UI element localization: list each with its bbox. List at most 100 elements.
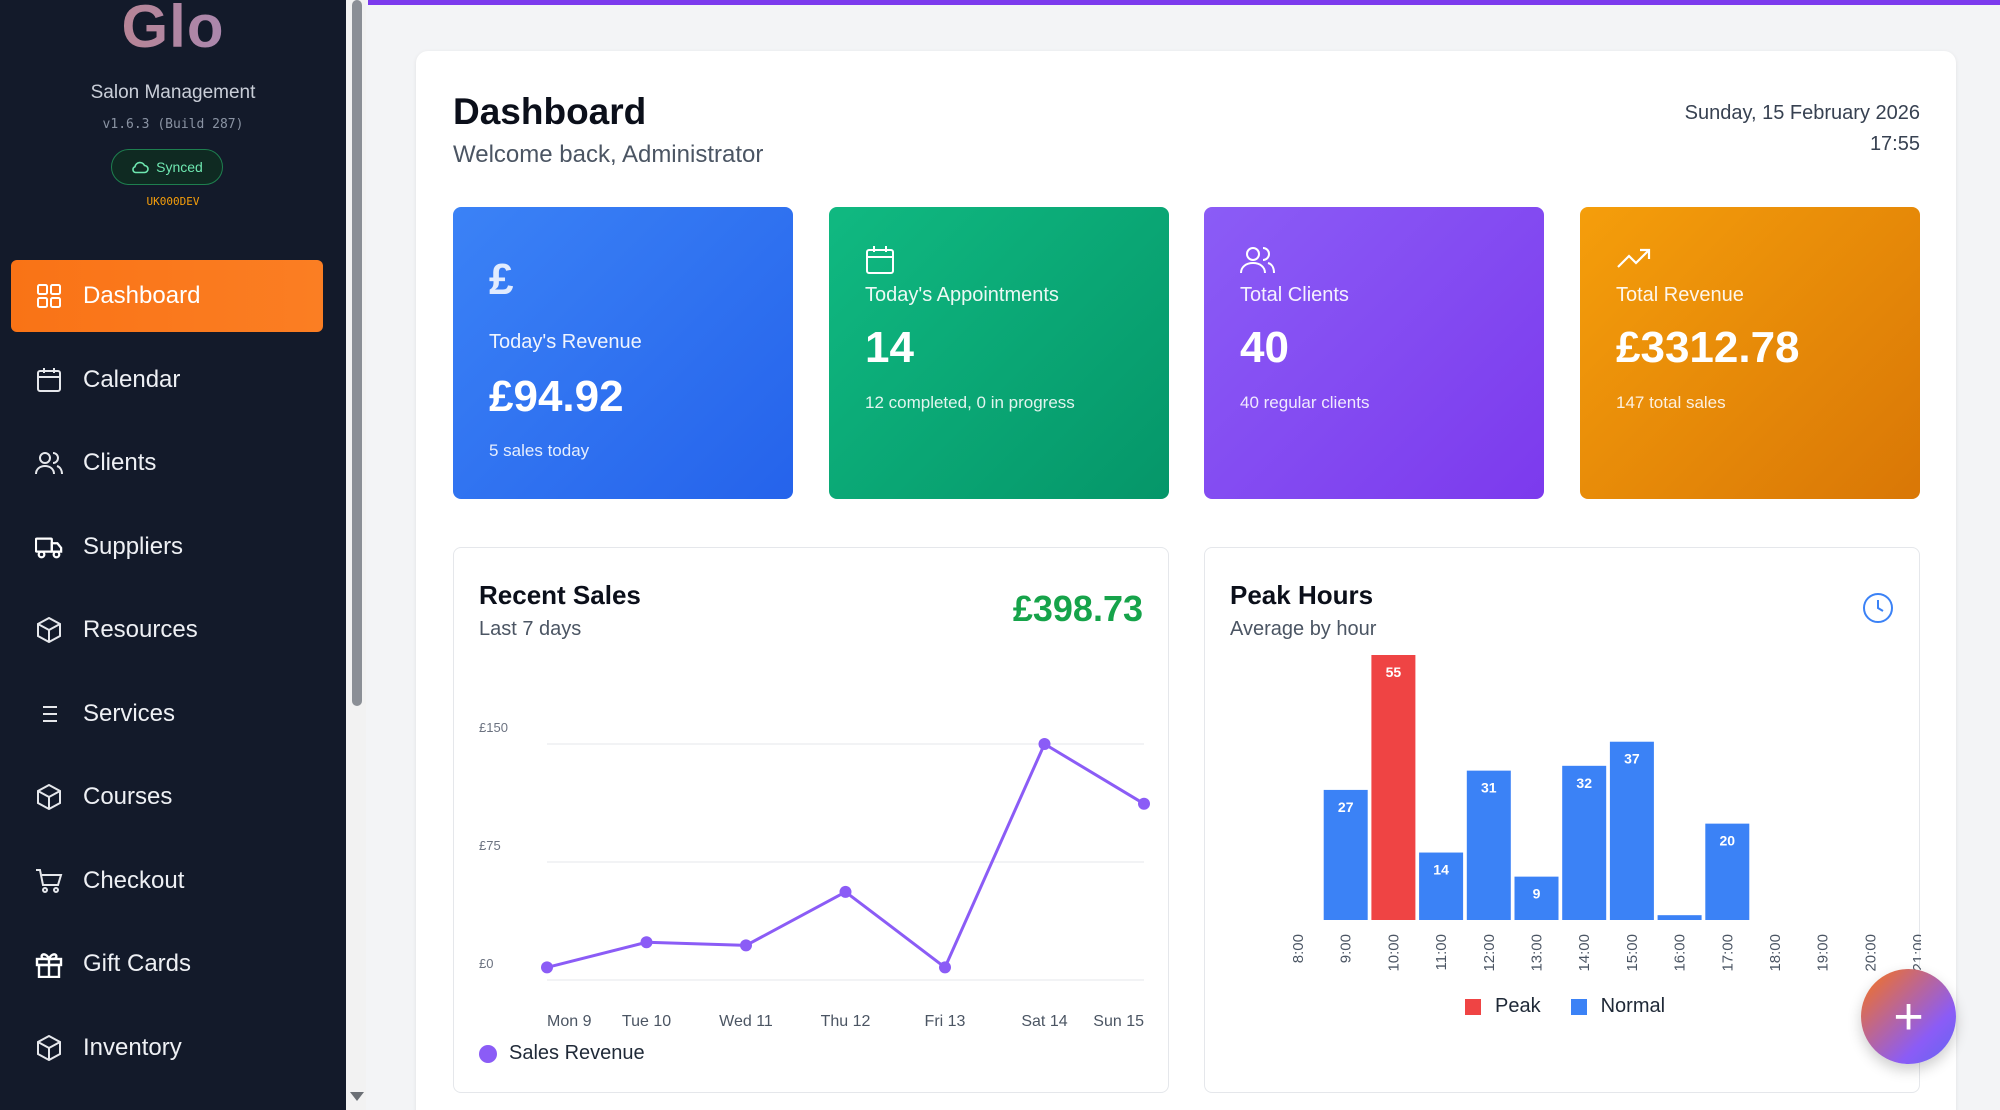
recent-sales-total: £398.73 bbox=[1012, 588, 1143, 629]
sync-status-badge[interactable]: Synced bbox=[111, 149, 223, 185]
bar bbox=[1419, 852, 1464, 920]
data-point bbox=[1138, 797, 1150, 810]
sidebar-item-clients[interactable]: Clients bbox=[11, 427, 323, 499]
bar bbox=[1323, 789, 1368, 920]
sidebar-item-label: Calendar bbox=[83, 365, 181, 393]
sidebar-item-suppliers[interactable]: Suppliers bbox=[11, 511, 323, 583]
stat-label: Total Clients bbox=[1240, 284, 1349, 306]
sidebar-item-checkout[interactable]: Checkout bbox=[11, 845, 323, 917]
stat-card-todays-revenue[interactable]: £ Today's Revenue £94.92 5 sales today bbox=[453, 207, 793, 499]
bar bbox=[1466, 770, 1511, 920]
x-tick-label: 12:00 bbox=[1481, 934, 1498, 972]
y-tick-label: £0 bbox=[479, 956, 493, 971]
sidebar-item-label: Resources bbox=[83, 616, 198, 643]
sales-revenue-line bbox=[546, 742, 1145, 969]
app-logo: Glo bbox=[0, 0, 346, 61]
bar bbox=[1705, 823, 1750, 920]
box-icon bbox=[35, 1034, 63, 1062]
sidebar-item-inventory[interactable]: Inventory bbox=[11, 1012, 323, 1084]
calendar-icon bbox=[865, 245, 895, 280]
x-tick-label: Mon 9 bbox=[547, 1013, 592, 1030]
stat-value: 14 bbox=[865, 323, 914, 372]
stat-value: 40 bbox=[1240, 323, 1289, 372]
stat-label: Today's Appointments bbox=[865, 284, 1059, 306]
legend-swatch-sales bbox=[479, 1044, 497, 1063]
x-tick-label: Tue 10 bbox=[622, 1013, 671, 1030]
x-tick-label: 20:00 bbox=[1862, 934, 1879, 972]
sidebar-item-label: Suppliers bbox=[83, 532, 184, 560]
sidebar-item-label: Dashboard bbox=[83, 282, 201, 309]
legend-swatch-normal bbox=[1570, 998, 1587, 1015]
sidebar-item-label: Clients bbox=[83, 449, 157, 476]
stat-value: £94.92 bbox=[489, 372, 624, 421]
bar bbox=[1562, 765, 1607, 920]
legend-label-peak: Peak bbox=[1495, 995, 1541, 1017]
trending-up-icon bbox=[1616, 247, 1652, 276]
list-icon bbox=[35, 700, 63, 728]
data-point bbox=[839, 885, 852, 898]
sidebar-item-label: Checkout bbox=[83, 866, 185, 894]
x-tick-label: 19:00 bbox=[1815, 934, 1832, 972]
bar-value-label: 55 bbox=[1386, 664, 1402, 680]
peak-hours-legend: Peak Normal bbox=[1465, 995, 1665, 1018]
stat-card-total-clients[interactable]: Total Clients 40 40 regular clients bbox=[1204, 207, 1544, 499]
gift-icon bbox=[35, 950, 63, 978]
grid-icon bbox=[35, 282, 63, 310]
box-icon bbox=[35, 616, 63, 644]
data-point bbox=[541, 961, 553, 974]
x-tick-label: Sun 15 bbox=[1093, 1013, 1144, 1030]
bar-value-label: 31 bbox=[1481, 780, 1497, 796]
clock-icon[interactable] bbox=[1862, 592, 1894, 629]
recent-sales-title: Recent Sales bbox=[479, 580, 641, 610]
x-tick-label: 8:00 bbox=[1290, 934, 1307, 963]
sidebar-scrollbar-thumb[interactable] bbox=[352, 0, 362, 706]
pound-icon: £ bbox=[489, 255, 514, 304]
sidebar-item-resources[interactable]: Resources bbox=[11, 594, 323, 666]
x-tick-label: 13:00 bbox=[1529, 934, 1546, 972]
sidebar-item-calendar[interactable]: Calendar bbox=[11, 344, 323, 416]
x-tick-label: 18:00 bbox=[1767, 934, 1784, 972]
sidebar-item-services[interactable]: Services bbox=[11, 678, 323, 750]
bar-value-label: 32 bbox=[1576, 775, 1592, 791]
data-point bbox=[740, 939, 752, 952]
y-tick-label: £75 bbox=[479, 838, 501, 853]
sidebar-item-dashboard[interactable]: Dashboard bbox=[11, 260, 323, 332]
bar-value-label: 20 bbox=[1720, 833, 1736, 849]
cart-icon bbox=[35, 867, 63, 895]
bar bbox=[1657, 915, 1702, 920]
users-icon bbox=[1240, 245, 1276, 280]
x-tick-label: 11:00 bbox=[1433, 934, 1450, 970]
bar bbox=[1514, 876, 1559, 920]
sidebar-item-label: Gift Cards bbox=[83, 950, 192, 977]
add-button[interactable]: + bbox=[1861, 969, 1956, 1064]
box-icon bbox=[35, 783, 63, 811]
top-accent-bar bbox=[368, 0, 2000, 5]
sidebar: Glo Salon Management v1.6.3 (Build 287) … bbox=[0, 0, 346, 1110]
peak-hours-panel: Peak Hours Average by hour 8:00 27 9:00 55 1… bbox=[1204, 547, 1921, 1093]
users-icon bbox=[35, 449, 63, 477]
sidebar-item-courses[interactable]: Courses bbox=[11, 761, 323, 833]
recent-sales-panel: Recent Sales Last 7 days £398.73 £0 £75 £1… bbox=[453, 547, 1169, 1093]
stat-subtext: 12 completed, 0 in progress bbox=[865, 393, 1075, 412]
version-label: v1.6.3 (Build 287) bbox=[102, 117, 244, 132]
sidebar-item-gift-cards[interactable]: Gift Cards bbox=[11, 928, 323, 1000]
recent-sales-line-chart[interactable]: £0 £75 £150 Mon 9 Tue 10 Wed 11 Thu 12 Fri 13 Sa… bbox=[454, 663, 1170, 1033]
stat-subtext: 5 sales today bbox=[489, 441, 590, 460]
stat-subtext: 147 total sales bbox=[1616, 393, 1726, 412]
x-tick-label: Wed 11 bbox=[719, 1013, 773, 1030]
truck-icon bbox=[35, 533, 63, 561]
recent-sales-subtitle: Last 7 days bbox=[479, 618, 582, 640]
peak-hours-bar-chart[interactable]: 8:00 27 9:00 55 10:00 14 11:00 31 12:00 9 13:00 32 1… bbox=[1205, 643, 1921, 1023]
current-date: Sunday, 15 February 2026 bbox=[1684, 102, 1920, 124]
stat-card-todays-appointments[interactable]: Today's Appointments 14 12 completed, 0 … bbox=[829, 207, 1169, 499]
scroll-down-arrow-icon[interactable] bbox=[350, 1092, 364, 1101]
dashboard-content: Dashboard Welcome back, Administrator Su… bbox=[416, 51, 1956, 1110]
bar-value-label: 27 bbox=[1338, 799, 1354, 815]
stat-value: £3312.78 bbox=[1616, 323, 1800, 372]
sidebar-nav: Dashboard Calendar Clients Suppliers Res… bbox=[11, 260, 323, 1095]
recent-sales-legend: Sales Revenue bbox=[479, 1042, 645, 1065]
stat-card-total-revenue[interactable]: Total Revenue £3312.78 147 total sales bbox=[1580, 207, 1920, 499]
device-id: UK000DEV bbox=[146, 195, 200, 208]
x-tick-label: Sat 14 bbox=[1021, 1013, 1067, 1030]
x-tick-label: 17:00 bbox=[1719, 934, 1736, 972]
